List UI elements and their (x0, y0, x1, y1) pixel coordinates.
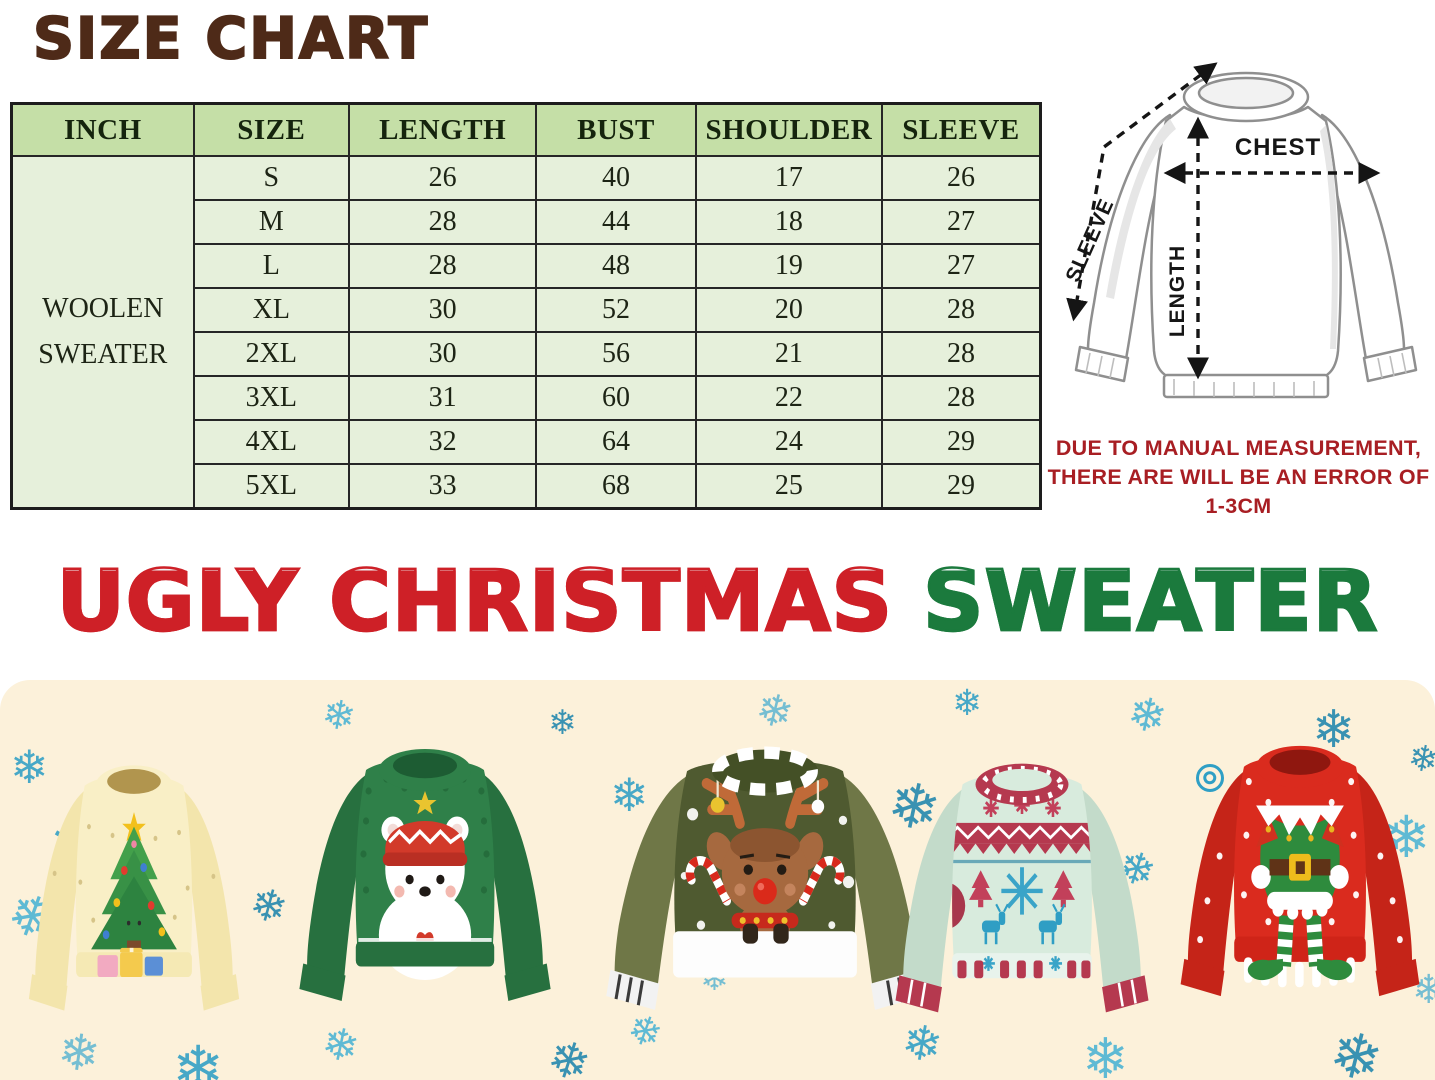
snowflake-icon: ❄ (540, 1026, 598, 1080)
cell-size: L (192, 242, 351, 289)
banner-text-sweater: SWEATER (922, 551, 1379, 652)
cell-bust: 48 (535, 242, 697, 289)
ring-snowflake-icon (1196, 764, 1224, 792)
cell-shoulder: 21 (694, 330, 883, 377)
cell-length: 33 (347, 462, 538, 510)
fair-isle-sweater-icon (880, 740, 1164, 1036)
banner-title: UGLY CHRISTMAS SWEATER (0, 522, 1435, 680)
cell-sleeve: 28 (880, 374, 1042, 421)
col-header-bust: BUST (535, 102, 697, 157)
elf-sweater-icon (1166, 722, 1434, 1020)
snowflake-icon: ❄ (10, 740, 49, 794)
cell-size: 4XL (192, 418, 351, 465)
cell-sleeve: 28 (880, 330, 1042, 377)
cell-shoulder: 19 (694, 242, 883, 289)
cell-length: 32 (347, 418, 538, 465)
cell-shoulder: 17 (694, 155, 883, 201)
snowflake-icon: ❄ (610, 768, 649, 822)
cell-length: 26 (347, 155, 538, 201)
table-row: M 28 44 18 27 (12, 198, 1042, 245)
cell-sleeve: 29 (880, 462, 1042, 510)
cell-length: 30 (347, 330, 538, 377)
cell-size: 3XL (192, 374, 351, 421)
table-row: 3XL 31 60 22 28 (12, 374, 1042, 421)
measurement-note: DUE TO MANUAL MEASUREMENT, THERE ARE WIL… (1042, 434, 1435, 521)
snowflake-icon: ❄ (1322, 1014, 1391, 1080)
sweater-measurement-diagram: CHEST LENGTH SLEEVE (1046, 50, 1435, 430)
cell-shoulder: 18 (694, 198, 883, 245)
col-header-shoulder: SHOULDER (694, 102, 883, 157)
product-label-line: SWEATER (38, 339, 168, 370)
col-header-inch: INCH (10, 102, 195, 157)
footer-illustration: ❄❄❄❄❄❄❄❄❄❄❄❄❄❄❄❄❄❄❄❄❄❄❄❄❄❄❄ (0, 680, 1435, 1080)
col-header-length: LENGTH (347, 102, 538, 157)
table-row: 4XL 32 64 24 29 (12, 418, 1042, 465)
cell-sleeve: 28 (880, 286, 1042, 333)
reindeer-sweater-icon (584, 728, 946, 1036)
snowflake-icon: ❄ (1122, 684, 1172, 746)
table-row: WOOLEN SWEATER S 26 40 17 26 (10, 155, 1042, 510)
snowflake-icon: ❄ (548, 703, 577, 743)
cell-bust: 56 (535, 330, 697, 377)
cell-size: M (192, 198, 351, 245)
cell-bust: 52 (535, 286, 697, 333)
product-cell: WOOLEN SWEATER (10, 155, 195, 510)
table-row: 2XL 30 56 21 28 (12, 330, 1042, 377)
size-table: INCH SIZE LENGTH BUST SHOULDER SLEEVE WO… (10, 102, 1042, 510)
banner-text-ugly-christmas: UGLY CHRISTMAS (55, 551, 894, 652)
cell-length: 30 (347, 286, 538, 333)
snowflake-icon: ❄ (1312, 700, 1356, 760)
cell-length: 31 (347, 374, 538, 421)
cell-bust: 40 (535, 155, 697, 201)
cell-shoulder: 24 (694, 418, 883, 465)
cell-size: XL (192, 286, 351, 333)
snowflake-icon: ❄ (1082, 1027, 1129, 1080)
cell-bust: 44 (535, 198, 697, 245)
product-label-line: WOOLEN (42, 292, 164, 324)
length-label: LENGTH (1166, 245, 1189, 337)
cell-bust: 64 (535, 418, 697, 465)
chest-label: CHEST (1235, 134, 1321, 161)
page-title: SIZE CHART (32, 5, 430, 73)
cell-length: 28 (347, 242, 538, 289)
col-header-sleeve: SLEEVE (880, 102, 1042, 157)
snowflake-icon: ❄ (952, 683, 983, 724)
cell-sleeve: 27 (880, 242, 1042, 289)
col-header-size: SIZE (192, 102, 351, 157)
snowflake-icon: ❄ (172, 1032, 224, 1080)
polar-bear-sweater-icon (284, 725, 566, 1025)
sweater-outline-icon: CHEST LENGTH SLEEVE (1061, 62, 1418, 399)
cell-sleeve: 29 (880, 418, 1042, 465)
cell-bust: 60 (535, 374, 697, 421)
cell-length: 28 (347, 198, 538, 245)
christmas-tree-sweater-icon (16, 742, 252, 1034)
cell-sleeve: 27 (880, 198, 1042, 245)
cell-shoulder: 20 (694, 286, 883, 333)
cell-shoulder: 22 (694, 374, 883, 421)
cell-shoulder: 25 (694, 462, 883, 510)
cell-size: 2XL (192, 330, 351, 377)
cell-size: 5XL (192, 462, 351, 510)
cell-bust: 68 (535, 462, 697, 510)
note-line: THERE ARE WILL BE AN ERROR OF 1-3CM (1047, 465, 1430, 519)
table-header-row: INCH SIZE LENGTH BUST SHOULDER SLEEVE (10, 102, 1042, 157)
table-row: L 28 48 19 27 (12, 242, 1042, 289)
note-line: DUE TO MANUAL MEASUREMENT, (1055, 436, 1422, 460)
cell-sleeve: 26 (880, 155, 1042, 201)
table-row: 5XL 33 68 25 29 (12, 462, 1042, 510)
table-row: XL 30 52 20 28 (12, 286, 1042, 333)
snowflake-icon: ❄ (317, 1016, 364, 1075)
cell-size: S (192, 155, 351, 201)
